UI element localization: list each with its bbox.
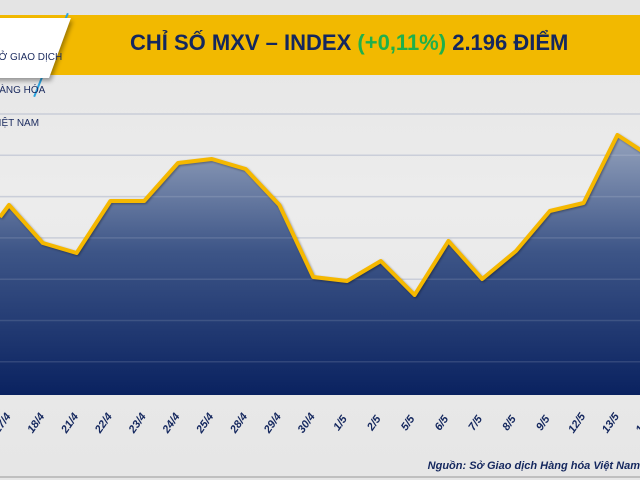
footer-divider xyxy=(0,476,640,478)
x-tick-label: 23/4 xyxy=(126,411,149,436)
x-tick-label: 18/4 xyxy=(25,411,47,435)
x-tick-label: 1/5 xyxy=(331,413,350,433)
x-tick-label: 24/4 xyxy=(160,411,183,436)
title-change: (+0,11%) xyxy=(357,30,447,55)
x-tick-label: 22/4 xyxy=(92,411,115,436)
x-tick-label: 2/5 xyxy=(364,413,384,434)
x-tick-label: 9/5 xyxy=(534,413,553,433)
x-tick-label: 25/4 xyxy=(194,411,217,436)
title-main: CHỈ SỐ MXV – INDEX xyxy=(130,30,352,55)
x-tick-label: 6/5 xyxy=(433,413,452,433)
x-tick-label: 12/5 xyxy=(566,410,589,435)
x-tick-label: 21/4 xyxy=(59,411,82,436)
x-tick-label: 28/4 xyxy=(228,411,251,436)
x-tick-label: 14/5 xyxy=(634,410,640,435)
area-fill xyxy=(0,135,640,395)
chart-title: CHỈ SỐ MXV – INDEX (+0,11%) 2.196 ĐIỂM xyxy=(130,30,568,56)
header-bar xyxy=(0,15,640,75)
x-tick-label: 30/4 xyxy=(296,411,318,435)
x-tick-label: 7/5 xyxy=(466,413,485,433)
logo-line: VIỆT NAM xyxy=(0,118,40,129)
x-tick-label: 29/4 xyxy=(261,411,284,436)
x-tick-label: 8/5 xyxy=(500,413,519,433)
source-note: Nguồn: Sở Giao dịch Hàng hóa Việt Nam xyxy=(427,460,640,472)
x-tick-label: 13/5 xyxy=(600,410,623,435)
title-value: 2.196 ĐIỂM xyxy=(452,30,569,55)
logo-line: SỞ GIAO DỊCH xyxy=(0,52,63,63)
x-tick-label: 5/5 xyxy=(399,413,418,433)
x-tick-label: 17/4 xyxy=(0,411,14,435)
